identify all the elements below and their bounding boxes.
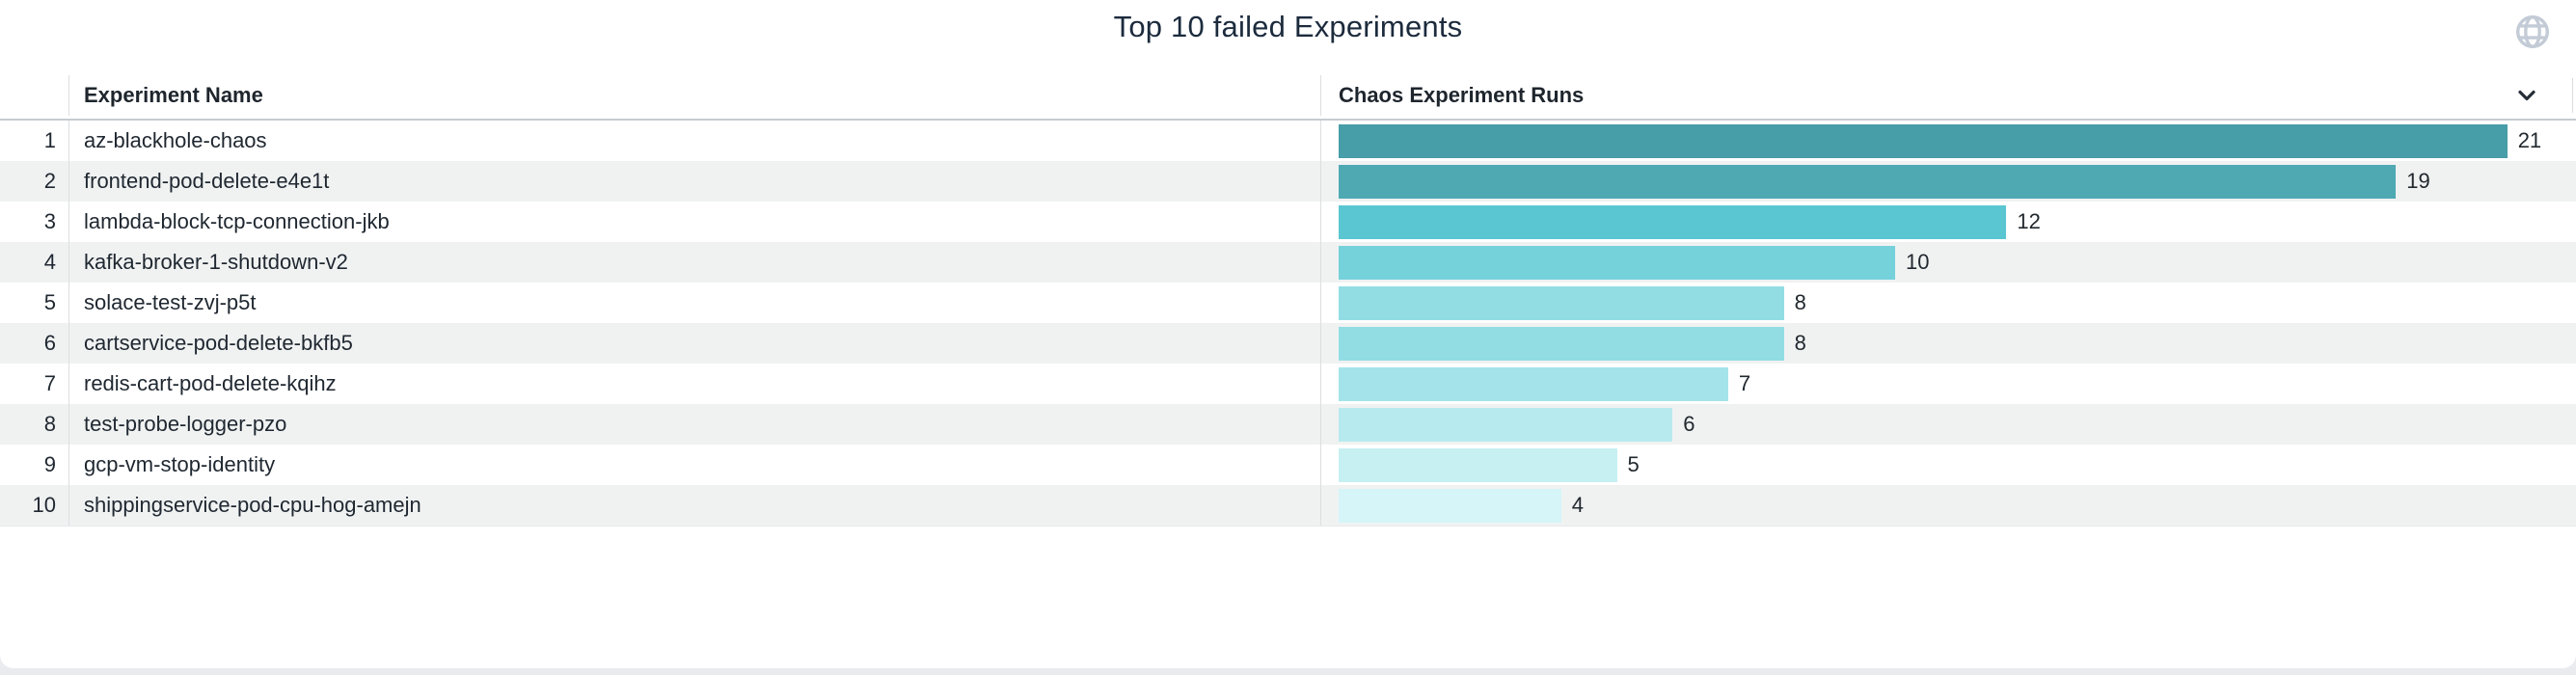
run-bar [1339,245,1895,280]
run-value: 12 [2017,209,2041,233]
table-row: 8 test-probe-logger-pzo 6 [0,404,2576,445]
experiment-name-column-header: Experiment Name [69,75,1321,116]
row-rank: 3 [0,202,69,242]
row-runs-cell: 4 [1321,485,2576,526]
run-value: 8 [1794,331,1806,355]
row-name: test-probe-logger-pzo [69,404,1321,445]
table-row: 2 frontend-pod-delete-e4e1t 19 [0,161,2576,202]
table-row: 1 az-blackhole-chaos 21 [0,121,2576,161]
row-runs-cell: 6 [1321,404,2576,445]
run-bar [1339,488,1561,523]
row-name: az-blackhole-chaos [69,121,1321,161]
row-rank: 6 [0,323,69,364]
run-bar [1339,164,2397,199]
table-row: 10 shippingservice-pod-cpu-hog-amejn 4 [0,485,2576,526]
chaos-runs-column-header: Chaos Experiment Runs [1321,75,2576,116]
row-name: lambda-block-tcp-connection-jkb [69,202,1321,242]
run-value: 8 [1794,290,1806,314]
row-runs-cell: 7 [1321,364,2576,404]
table-row: 6 cartservice-pod-delete-bkfb5 8 [0,323,2576,364]
row-runs-cell: 5 [1321,445,2576,485]
row-name: gcp-vm-stop-identity [69,445,1321,485]
row-rank: 8 [0,404,69,445]
row-name: kafka-broker-1-shutdown-v2 [69,242,1321,283]
run-value: 19 [2406,169,2430,193]
row-name: cartservice-pod-delete-bkfb5 [69,323,1321,364]
run-value: 5 [1627,452,1640,476]
table-row: 4 kafka-broker-1-shutdown-v2 10 [0,242,2576,283]
table-row: 3 lambda-block-tcp-connection-jkb 12 [0,202,2576,242]
run-bar [1339,407,1673,442]
row-runs-cell: 12 [1321,202,2576,242]
row-name: shippingservice-pod-cpu-hog-amejn [69,485,1321,526]
row-name: frontend-pod-delete-e4e1t [69,161,1321,202]
row-runs-cell: 19 [1321,161,2576,202]
header-end-divider [2572,78,2573,113]
row-rank: 7 [0,364,69,404]
row-runs-cell: 8 [1321,283,2576,323]
row-runs-cell: 8 [1321,323,2576,364]
run-value: 6 [1683,412,1695,436]
run-value: 7 [1738,371,1751,395]
run-value: 4 [1571,493,1585,517]
table-header-row: Experiment Name Chaos Experiment Runs [0,72,2576,121]
chaos-runs-column-label: Chaos Experiment Runs [1339,83,1585,107]
row-runs-cell: 10 [1321,242,2576,283]
table-row: 7 redis-cart-pod-delete-kqihz 7 [0,364,2576,404]
row-rank: 10 [0,485,69,526]
table-body: 1 az-blackhole-chaos 21 2 frontend-pod-d… [0,121,2576,526]
table-row: 9 gcp-vm-stop-identity 5 [0,445,2576,485]
row-name: solace-test-zvj-p5t [69,283,1321,323]
run-bar [1339,123,2508,158]
row-rank: 5 [0,283,69,323]
run-bar [1339,204,2007,239]
row-name: redis-cart-pod-delete-kqihz [69,364,1321,404]
rank-column-header [0,75,69,116]
run-bar [1339,447,1617,482]
chevron-down-icon[interactable] [2514,83,2539,108]
table-row: 5 solace-test-zvj-p5t 8 [0,283,2576,323]
run-value: 10 [1906,250,1930,274]
run-bar [1339,366,1728,401]
globe-icon [2514,14,2551,50]
page-title: Top 10 failed Experiments [1113,10,1463,43]
run-value: 21 [2517,128,2542,152]
row-rank: 1 [0,121,69,161]
run-bar [1339,285,1784,320]
experiments-table: Experiment Name Chaos Experiment Runs 1 … [0,72,2576,526]
row-rank: 2 [0,161,69,202]
row-rank: 9 [0,445,69,485]
run-bar [1339,326,1784,361]
row-rank: 4 [0,242,69,283]
row-runs-cell: 21 [1321,121,2576,161]
